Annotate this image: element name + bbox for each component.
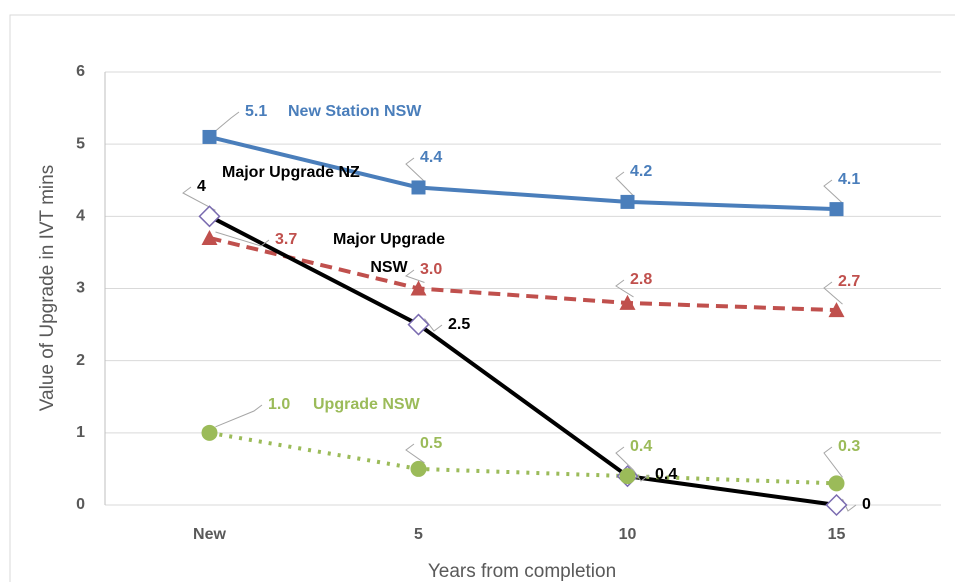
data-label: 4.2	[630, 163, 652, 180]
marker	[201, 424, 218, 441]
marker	[198, 205, 221, 228]
marker	[828, 302, 845, 318]
marker	[828, 475, 845, 492]
marker	[411, 180, 426, 195]
series-name: Major Upgrade NZ	[222, 164, 360, 181]
data-label: 0.4	[655, 466, 677, 483]
y-tick-label: 2	[76, 352, 85, 369]
leader-line	[404, 269, 425, 283]
leader-line	[823, 281, 843, 305]
marker	[620, 194, 635, 209]
leader-line	[405, 443, 425, 464]
data-label: 4.1	[838, 171, 860, 188]
data-label: 4.4	[420, 149, 442, 166]
data-label: 0	[862, 496, 871, 513]
series-line	[209, 135, 837, 212]
data-label: 2.8	[630, 271, 652, 288]
y-tick-label: 4	[76, 208, 85, 225]
series-name: New Station NSW	[288, 103, 422, 120]
leader-line	[615, 446, 634, 471]
leader-line	[405, 157, 425, 182]
series-name: Major Upgrade NSW	[332, 231, 445, 276]
x-tick-label: 5	[414, 526, 423, 543]
series-name: Major Upgrade NSW	[332, 231, 445, 276]
marker	[410, 280, 427, 296]
marker	[619, 294, 636, 310]
y-tick-label: 6	[76, 63, 85, 80]
series-name: Upgrade NSW	[313, 396, 421, 413]
data-label: 0.3	[838, 438, 860, 455]
leader-line	[215, 231, 270, 247]
marker	[619, 468, 636, 485]
leader-line	[215, 404, 263, 428]
x-axis-title: Years from completion	[428, 561, 616, 582]
x-tick-label: 15	[828, 526, 846, 543]
x-tick-label: 10	[619, 526, 637, 543]
leader-line	[823, 179, 843, 204]
data-label: 3.0	[420, 261, 442, 278]
marker	[201, 229, 218, 245]
data-label: 0.4	[630, 438, 652, 455]
y-tick-label: 1	[76, 424, 85, 441]
marker	[407, 313, 430, 336]
marker	[202, 129, 217, 144]
marker	[410, 460, 427, 477]
chart-border	[9, 14, 955, 582]
data-label: 2.7	[838, 273, 860, 290]
y-tick-label: 3	[76, 280, 85, 297]
y-tick-label: 0	[76, 496, 85, 513]
leader-line	[215, 111, 240, 132]
leader-line	[615, 171, 634, 197]
leader-line	[182, 186, 216, 211]
y-tick-label: 5	[76, 135, 85, 152]
data-label: 1.0	[268, 396, 290, 413]
data-label: 3.7	[275, 231, 297, 248]
marker	[825, 493, 848, 517]
leader-line	[823, 446, 843, 478]
data-label: 5.1	[245, 103, 267, 120]
data-label: 4	[197, 178, 206, 195]
y-axis-title: Value of Upgrade in IVT mins	[37, 165, 58, 411]
data-label: 2.5	[448, 316, 470, 333]
marker	[829, 202, 844, 217]
x-tick-label: New	[193, 526, 226, 543]
leader-line	[615, 279, 634, 298]
series-line	[208, 214, 837, 507]
data-label: 0.5	[420, 435, 442, 452]
